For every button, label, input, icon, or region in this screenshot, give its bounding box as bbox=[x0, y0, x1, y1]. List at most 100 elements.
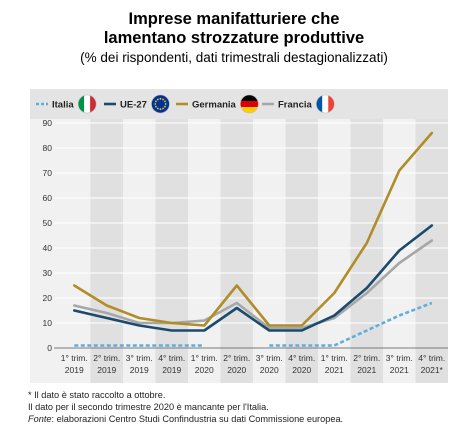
x-tick-year: 2021 bbox=[357, 365, 376, 375]
legend-label-germania: Germania bbox=[192, 100, 237, 111]
shaded-band bbox=[285, 119, 318, 383]
series-line-francia bbox=[73, 239, 434, 330]
eu-flag-icon bbox=[151, 94, 170, 114]
flag-stripe bbox=[316, 95, 323, 113]
x-tick-label: 3° trim. bbox=[386, 353, 413, 363]
x-tick-label: 4° trim. bbox=[158, 353, 185, 363]
flag-body bbox=[240, 95, 259, 113]
flag-star bbox=[162, 98, 164, 101]
flag-stripe bbox=[322, 95, 329, 113]
chart-title-line-1: Imprese manifatturiere che bbox=[128, 10, 340, 28]
flag-stripe bbox=[90, 95, 97, 113]
x-tick-year: 2020 bbox=[195, 365, 214, 375]
x-tick-label: 2° trim. bbox=[223, 353, 250, 363]
legend: Italia UE-27 Germania Francia bbox=[36, 94, 335, 114]
flag-star bbox=[156, 98, 159, 101]
y-tick-label: 0 bbox=[47, 343, 52, 353]
flag-stripe bbox=[240, 107, 259, 113]
footnote-2: Il dato per il secondo trimestre 2020 è … bbox=[28, 402, 269, 413]
fr-flag-icon bbox=[315, 94, 335, 114]
shaded-band bbox=[155, 119, 188, 383]
flag-stripe bbox=[328, 95, 335, 113]
flag-star bbox=[164, 103, 167, 105]
x-tick-label: 4° trim. bbox=[288, 353, 315, 363]
x-tick-year: 2020 bbox=[227, 365, 246, 375]
flag-stripe bbox=[240, 95, 259, 101]
y-axis-ticks: 0 10 20 30 40 50 60 70 80 90 bbox=[43, 118, 53, 353]
shaded-band bbox=[415, 119, 448, 383]
flag-star bbox=[159, 108, 162, 111]
flag-ring bbox=[240, 94, 259, 114]
x-axis-ticks: 1° trim. 2019 2° trim. 2019 3° trim. 2019 4° t… bbox=[61, 353, 446, 375]
gridlines bbox=[54, 122, 448, 349]
x-tick-year: 2021 bbox=[325, 365, 344, 375]
y-tick-label: 30 bbox=[43, 268, 53, 278]
x-tick-year: 2019 bbox=[65, 365, 84, 375]
footnote-1: * Il dato è stato raccolto a ottobre. bbox=[28, 390, 166, 400]
x-tick-label: 1° trim. bbox=[321, 353, 348, 363]
x-tick-label: 3° trim. bbox=[126, 353, 153, 363]
flag-body bbox=[78, 95, 97, 113]
y-tick-label: 60 bbox=[43, 193, 53, 203]
series-line-ue-27 bbox=[73, 224, 434, 332]
flag-star bbox=[162, 107, 164, 110]
flag-stripe bbox=[240, 101, 259, 107]
series-line-italia bbox=[269, 301, 433, 347]
series-lines bbox=[73, 131, 434, 347]
flag-ring bbox=[77, 94, 97, 114]
shaded-band bbox=[90, 119, 123, 383]
x-tick-year: 2019 bbox=[130, 365, 149, 375]
legend-bar bbox=[30, 89, 448, 119]
x-tick-year: 2019 bbox=[162, 365, 181, 375]
y-tick-label: 40 bbox=[43, 243, 53, 253]
source-label: Fonte bbox=[28, 414, 52, 425]
shaded-band bbox=[350, 119, 383, 383]
flag-field bbox=[151, 95, 170, 113]
x-tick-year: 2019 bbox=[97, 365, 116, 375]
x-tick-label: 1° trim. bbox=[61, 353, 88, 363]
flag-ring bbox=[315, 94, 335, 114]
source-note: Fonte: elaborazioni Centro Studi Confind… bbox=[28, 413, 343, 425]
flag-body bbox=[316, 95, 335, 113]
chart-subtitle: (% dei rispondenti, dati trimestrali des… bbox=[80, 50, 388, 65]
y-tick-label: 20 bbox=[43, 293, 53, 303]
y-tick-label: 70 bbox=[43, 168, 53, 178]
shaded-band bbox=[220, 119, 253, 383]
legend-label-francia: Francia bbox=[278, 100, 313, 111]
flag-star bbox=[155, 100, 157, 103]
source-text: : elaborazioni Centro Studi Confindustri… bbox=[51, 414, 344, 425]
x-tick-year: 2020 bbox=[292, 365, 311, 375]
x-tick-label: 4° trim. bbox=[418, 353, 445, 363]
y-tick-label: 10 bbox=[43, 318, 53, 328]
x-tick-year: 2020 bbox=[260, 365, 279, 375]
flag-star bbox=[154, 103, 157, 105]
flag-star bbox=[164, 105, 166, 108]
x-tick-label: 2° trim. bbox=[353, 353, 380, 363]
y-tick-label: 90 bbox=[43, 118, 53, 128]
flag-star bbox=[164, 100, 166, 103]
flag-stripe bbox=[78, 95, 85, 113]
legend-label-ue-27: UE-27 bbox=[120, 100, 147, 111]
flag-star bbox=[156, 107, 159, 110]
x-tick-year: 2021 bbox=[390, 365, 409, 375]
chart-header: Imprese manifatturiere che lamentano str… bbox=[0, 10, 468, 66]
x-tick-label: 1° trim. bbox=[191, 353, 218, 363]
footnotes: * Il dato è stato raccolto a ottobre. Il… bbox=[28, 389, 343, 426]
flag-star bbox=[159, 97, 162, 100]
flag-star bbox=[155, 105, 157, 108]
shaded-bands bbox=[90, 119, 448, 383]
de-flag-icon bbox=[240, 94, 259, 114]
flag-stripe bbox=[84, 95, 91, 113]
legend-label-italia: Italia bbox=[52, 100, 74, 111]
x-tick-year: 2021* bbox=[421, 365, 444, 375]
flag-body bbox=[151, 95, 170, 113]
x-tick-label: 3° trim. bbox=[256, 353, 283, 363]
y-tick-label: 80 bbox=[43, 143, 53, 153]
it-flag-icon bbox=[77, 94, 97, 114]
flag-ring bbox=[151, 94, 170, 114]
y-tick-label: 50 bbox=[43, 218, 53, 228]
x-tick-label: 2° trim. bbox=[93, 353, 120, 363]
series-line-germania bbox=[73, 131, 434, 327]
chart-title-line-2: lamentano strozzature produttive bbox=[103, 29, 365, 47]
